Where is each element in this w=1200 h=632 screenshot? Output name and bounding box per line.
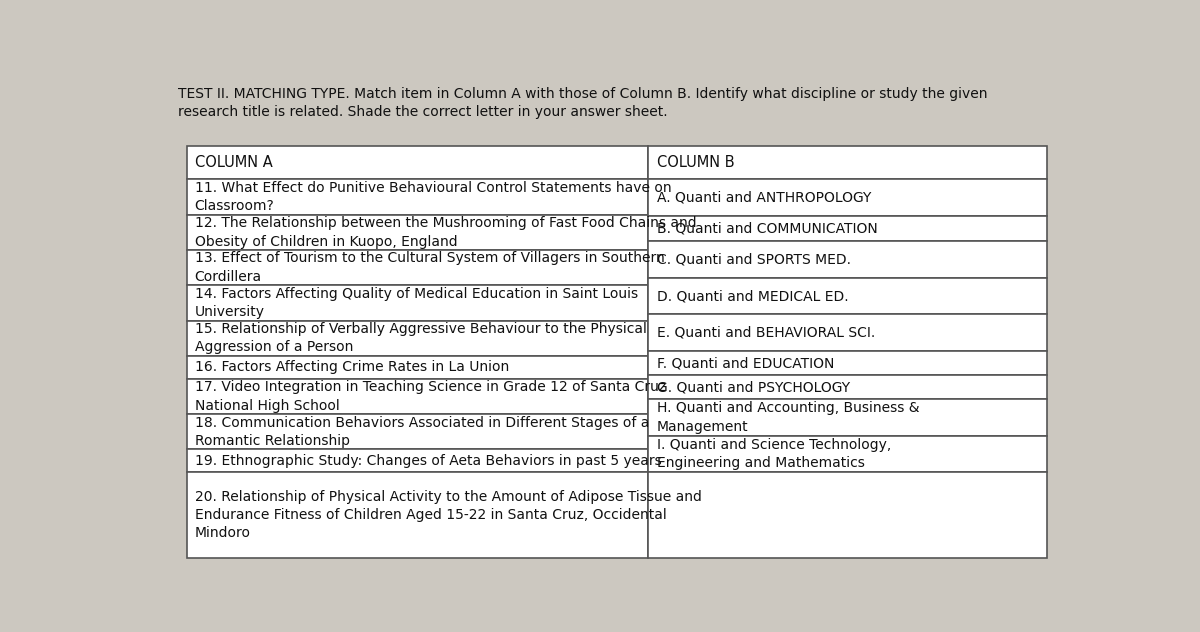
Bar (648, 315, 1048, 351)
Text: E. Quanti and BEHAVIORAL SCI.: E. Quanti and BEHAVIORAL SCI. (656, 326, 875, 340)
Text: G. Quanti and PSYCHOLOGY: G. Quanti and PSYCHOLOGY (656, 380, 850, 394)
Bar (187, 215, 648, 250)
Bar (187, 179, 648, 215)
Text: H. Quanti and Accounting, Business &
Management: H. Quanti and Accounting, Business & Man… (656, 401, 919, 434)
Text: I. Quanti and Science Technology,
Engineering and Mathematics: I. Quanti and Science Technology, Engine… (656, 438, 892, 470)
Text: F. Quanti and EDUCATION: F. Quanti and EDUCATION (656, 356, 834, 370)
Text: 13. Effect of Tourism to the Cultural System of Villagers in Southern
Cordillera: 13. Effect of Tourism to the Cultural Sy… (194, 252, 665, 284)
Bar (648, 241, 1048, 278)
Bar (187, 320, 648, 356)
Bar (187, 250, 648, 285)
Bar (187, 285, 648, 320)
Bar (648, 399, 1048, 435)
Text: 15. Relationship of Verbally Aggressive Behaviour to the Physical
Aggression of : 15. Relationship of Verbally Aggressive … (194, 322, 647, 355)
Text: COLUMN B: COLUMN B (656, 155, 734, 171)
Bar (648, 147, 1048, 179)
Text: 14. Factors Affecting Quality of Medical Education in Saint Louis
University: 14. Factors Affecting Quality of Medical… (194, 287, 637, 319)
Text: 17. Video Integration in Teaching Science in Grade 12 of Santa Cruz
National Hig: 17. Video Integration in Teaching Scienc… (194, 380, 666, 413)
Text: research title is related. Shade the correct letter in your answer sheet.: research title is related. Shade the cor… (178, 105, 667, 119)
Text: D. Quanti and MEDICAL ED.: D. Quanti and MEDICAL ED. (656, 289, 848, 303)
Bar (187, 356, 648, 379)
Text: A. Quanti and ANTHROPOLOGY: A. Quanti and ANTHROPOLOGY (656, 191, 871, 205)
Bar (187, 449, 648, 473)
Bar (187, 414, 648, 449)
Text: 19. Ethnographic Study: Changes of Aeta Behaviors in past 5 years: 19. Ethnographic Study: Changes of Aeta … (194, 454, 661, 468)
Text: B. Quanti and COMMUNICATION: B. Quanti and COMMUNICATION (656, 222, 877, 236)
Text: 20. Relationship of Physical Activity to the Amount of Adipose Tissue and
Endura: 20. Relationship of Physical Activity to… (194, 490, 702, 540)
Bar (648, 435, 1048, 473)
Text: C. Quanti and SPORTS MED.: C. Quanti and SPORTS MED. (656, 252, 851, 267)
Text: COLUMN A: COLUMN A (194, 155, 272, 171)
Text: TEST II. MATCHING TYPE. Match item in Column A with those of Column B. Identify : TEST II. MATCHING TYPE. Match item in Co… (178, 87, 988, 100)
Bar (648, 278, 1048, 315)
Text: 16. Factors Affecting Crime Rates in La Union: 16. Factors Affecting Crime Rates in La … (194, 360, 509, 374)
Bar (187, 147, 648, 179)
Bar (187, 379, 648, 414)
Bar (648, 375, 1048, 399)
Bar (187, 473, 648, 557)
Text: 11. What Effect do Punitive Behavioural Control Statements have on
Classroom?: 11. What Effect do Punitive Behavioural … (194, 181, 671, 214)
Bar (648, 351, 1048, 375)
Bar (648, 179, 1048, 216)
Text: 12. The Relationship between the Mushrooming of Fast Food Chains and
Obesity of : 12. The Relationship between the Mushroo… (194, 216, 696, 248)
Bar (648, 216, 1048, 241)
Bar (648, 473, 1048, 557)
Text: 18. Communication Behaviors Associated in Different Stages of a
Romantic Relatio: 18. Communication Behaviors Associated i… (194, 416, 649, 448)
